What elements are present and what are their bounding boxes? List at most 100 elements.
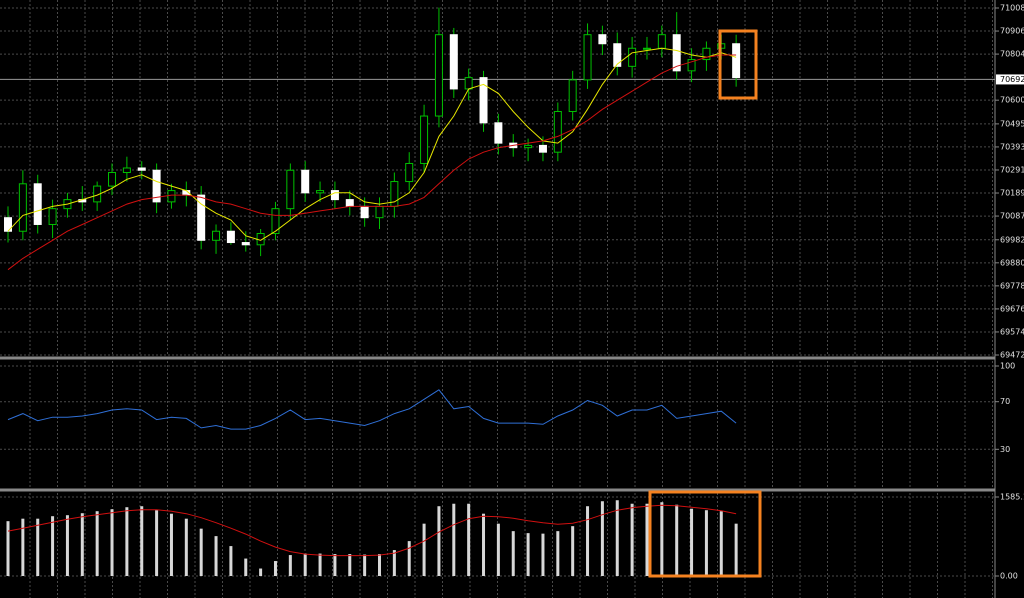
y-tick-label: 703932 xyxy=(1000,142,1024,151)
histogram-bar xyxy=(155,510,159,576)
candle-body xyxy=(167,190,176,203)
y-tick-label: 70 xyxy=(1000,397,1010,406)
histogram-bar xyxy=(214,536,218,576)
candle-body xyxy=(598,34,607,45)
y-tick-label: 706002 xyxy=(1000,96,1024,105)
y-tick-label: 698802 xyxy=(1000,258,1024,267)
histogram-bar xyxy=(288,555,292,576)
histogram-bar xyxy=(526,533,530,576)
histogram-bar xyxy=(110,509,114,576)
histogram-bar xyxy=(259,568,263,576)
histogram-bar xyxy=(51,516,55,576)
histogram-bar xyxy=(199,528,203,576)
y-tick-label: 708042 xyxy=(1000,50,1024,59)
y-tick-label: 699822 xyxy=(1000,235,1024,244)
candle-body xyxy=(420,115,429,164)
candle-body xyxy=(152,169,161,203)
candle-body xyxy=(4,217,12,232)
candle-body xyxy=(642,47,651,50)
histogram-bar xyxy=(422,523,426,576)
rsi-line xyxy=(7,389,737,430)
moving-average xyxy=(7,47,737,241)
histogram-bar xyxy=(140,506,144,576)
candle-body xyxy=(657,34,666,49)
candle-body xyxy=(226,230,235,244)
histogram-bar xyxy=(318,553,322,576)
candle-body xyxy=(212,230,221,241)
candle-body xyxy=(197,194,206,241)
histogram-bar xyxy=(586,506,590,576)
y-tick-label: 700872 xyxy=(1000,212,1024,221)
y-tick-label: 694722 xyxy=(1000,351,1024,360)
candle-body xyxy=(48,208,57,225)
histogram-bar xyxy=(600,501,604,576)
histogram-bar xyxy=(303,553,307,576)
histogram-bar xyxy=(348,554,352,576)
histogram-bar xyxy=(437,506,441,576)
candle-body xyxy=(345,199,354,207)
candle-body xyxy=(613,43,622,67)
histogram-bar xyxy=(482,513,486,576)
histogram-bar xyxy=(80,513,84,576)
histogram-bar xyxy=(6,521,10,576)
candle-body xyxy=(583,34,592,81)
current-price-tag xyxy=(996,74,1024,85)
histogram-bar xyxy=(378,554,381,576)
moving-average xyxy=(7,54,737,271)
candle-body xyxy=(108,172,117,187)
candle-body xyxy=(434,34,443,117)
candle-body xyxy=(702,47,711,61)
histogram-bar xyxy=(734,523,738,576)
y-tick-label: 709062 xyxy=(1000,27,1024,36)
histogram-bar xyxy=(244,558,248,576)
histogram-bar xyxy=(660,502,664,576)
candle-body xyxy=(316,190,325,194)
histogram-bar xyxy=(21,518,25,576)
candle-body xyxy=(628,47,637,67)
candle-body xyxy=(687,59,696,72)
y-tick-label: 697782 xyxy=(1000,281,1024,290)
candle-body xyxy=(301,169,310,194)
candle-body xyxy=(672,34,681,72)
histogram-bar xyxy=(556,531,560,576)
histogram-bar xyxy=(169,513,173,576)
candle-body xyxy=(375,205,384,219)
y-tick-label: 1585.1 xyxy=(1000,493,1024,502)
candle-body xyxy=(360,205,369,219)
y-tick-label: 702912 xyxy=(1000,165,1024,174)
histogram-bar xyxy=(541,533,545,576)
candle-body xyxy=(33,183,42,225)
histogram-bar xyxy=(615,500,619,576)
histogram-bar xyxy=(273,561,277,576)
candle-body xyxy=(330,190,339,201)
y-tick-label: 30 xyxy=(1000,445,1010,454)
candle-body xyxy=(271,208,280,235)
candle-body xyxy=(494,122,503,144)
histogram-bar xyxy=(36,518,40,576)
candle-body xyxy=(524,144,533,149)
histogram-bar xyxy=(467,503,471,576)
histogram-bar xyxy=(392,550,396,576)
highlight-box xyxy=(718,29,758,100)
histogram-bar xyxy=(407,541,411,576)
histogram-bar xyxy=(571,526,575,576)
candle-body xyxy=(479,77,488,124)
y-tick-label: 0.00 xyxy=(1000,572,1018,581)
y-tick-label: 701892 xyxy=(1000,189,1024,198)
vertical-grid xyxy=(29,0,993,598)
histogram-bar xyxy=(496,523,500,576)
histogram-bar xyxy=(630,503,634,576)
candle-body xyxy=(137,167,146,171)
histogram-bar xyxy=(95,511,99,576)
histogram-bar xyxy=(675,504,679,576)
candle-body xyxy=(732,43,741,79)
histogram-bar xyxy=(65,515,69,576)
histogram-bar xyxy=(690,508,694,576)
histogram-bar xyxy=(184,518,188,576)
candle-body xyxy=(241,242,250,246)
histogram-bar xyxy=(719,511,723,576)
highlight-box xyxy=(648,490,762,578)
candle-body xyxy=(122,167,131,174)
y-tick-label: 710082 xyxy=(1000,4,1024,13)
histogram-bar xyxy=(511,531,515,576)
